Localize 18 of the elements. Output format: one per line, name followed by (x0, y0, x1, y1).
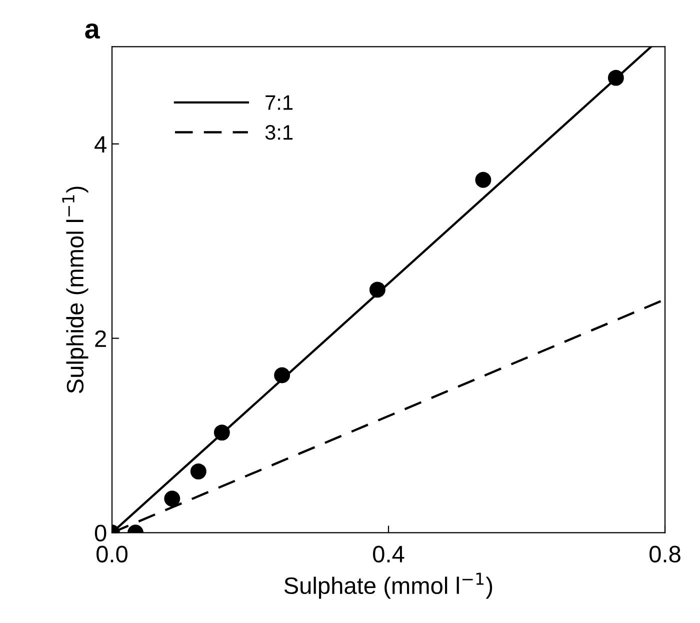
x-tick-label: 0.4 (373, 546, 404, 563)
legend-label: 7:1 (266, 95, 293, 110)
x-tick-label: 0.0 (96, 546, 128, 563)
y-tick-label: 2 (95, 330, 106, 347)
y-tick-label: 0 (94, 524, 106, 542)
chart-title: a (85, 23, 100, 39)
point (475, 172, 492, 188)
point (608, 70, 624, 86)
point (164, 490, 180, 507)
point (214, 424, 230, 441)
y-axis-title: Sulphide (mmol l$^{−1}$) (62, 186, 88, 394)
x-axis-title: Sulphate (mmol l$^{−1}$) (284, 572, 492, 599)
point (190, 463, 206, 480)
legend-label: 3:1 (265, 125, 293, 140)
point (274, 367, 290, 384)
y-tick-label: 4 (94, 136, 106, 152)
point (369, 282, 386, 298)
x-tick-label: 0.8 (650, 546, 680, 563)
